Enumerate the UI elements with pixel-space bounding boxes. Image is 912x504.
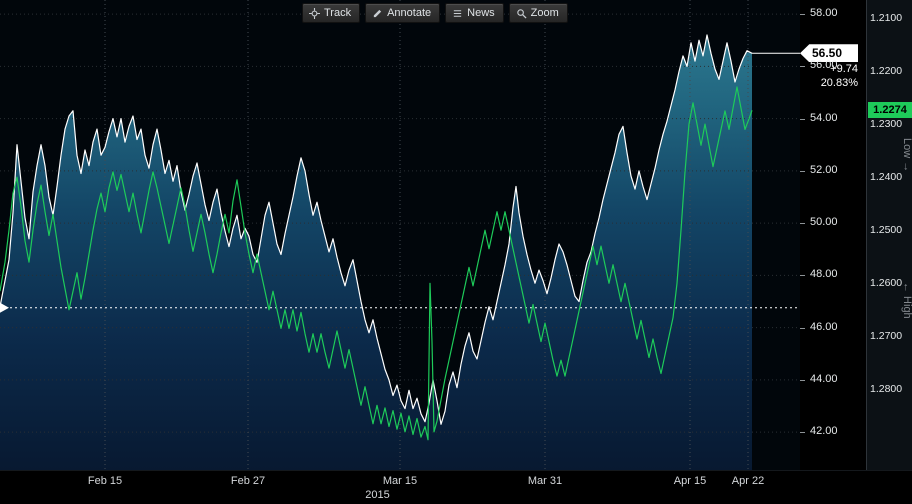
date-label: Feb 15 (87, 475, 123, 487)
date-label: Feb 27 (230, 475, 266, 487)
price-axis-tick-label: 42.00 (810, 425, 838, 438)
chart-toolbar: Track Annotate News Zoom (302, 3, 568, 23)
price-axis-tick-mark (800, 170, 805, 172)
news-icon (453, 9, 462, 17)
date-label: Apr 22 (731, 475, 765, 487)
fx-scale-axis[interactable]: 1.2274 Low → ← High 1.2100 1.2200 1.2300 1.… (866, 0, 912, 470)
zoom-button[interactable]: Zoom (508, 3, 568, 23)
price-axis-tick-mark (800, 118, 805, 120)
annotate-button-label: Annotate (387, 7, 432, 19)
price-axis-tick-label: 46.00 (810, 320, 838, 333)
fx-axis-tick-label: 1.2800 (870, 383, 903, 396)
net-change-label: +9.74 (830, 63, 858, 76)
date-label: Mar 15 (382, 475, 418, 487)
price-axis-tick-mark (800, 327, 805, 329)
fx-axis-tick-label: 1.2700 (870, 330, 903, 343)
axis-low-indicator: Low → (901, 138, 912, 173)
annotate-button[interactable]: Annotate (365, 3, 441, 23)
price-chart-svg[interactable] (0, 0, 800, 470)
track-icon (309, 7, 320, 19)
fx-axis-tick-label: 1.2400 (870, 171, 903, 184)
fx-axis-tick-label: 1.2300 (870, 118, 903, 131)
year-label: 2015 (365, 489, 390, 501)
fx-axis-tick-label: 1.2600 (870, 277, 903, 290)
track-button-label: Track (324, 7, 352, 19)
price-axis-tick-label: 56.00 (810, 59, 838, 72)
fx-axis-tick-label: 1.2200 (870, 65, 903, 78)
price-chart-plot[interactable] (0, 0, 800, 470)
price-axis-tick-mark (800, 432, 805, 434)
fx-axis-tick-label: 1.2500 (870, 224, 903, 237)
price-axis-tick-label: 48.00 (810, 268, 838, 281)
price-axis-tick-mark (800, 379, 805, 381)
axis-high-indicator: ← High (901, 282, 912, 319)
price-axis-tick-label: 54.00 (810, 111, 838, 124)
price-axis-tick-mark (800, 66, 805, 68)
date-label: Mar 31 (527, 475, 563, 487)
news-button[interactable]: News (445, 3, 504, 23)
annotate-icon (373, 9, 382, 17)
price-axis-tick-mark (800, 223, 805, 225)
price-axis-tick-label: 58.00 (810, 7, 838, 20)
price-axis-tick-label: 50.00 (810, 216, 838, 229)
pct-change-label: 20.83% (820, 77, 858, 90)
price-axis-tick-mark (800, 275, 805, 277)
price-axis-tick-label: 44.00 (810, 372, 838, 385)
zoom-button-label: Zoom (530, 7, 559, 19)
zoom-icon (516, 8, 527, 19)
fx-axis-tick-label: 1.2100 (870, 12, 903, 25)
price-axis-tick-label: 52.00 (810, 163, 838, 176)
price-scale-axis[interactable]: 56.50 +9.74 20.83% 58.00 56.00 54.00 52.00 5… (800, 0, 866, 470)
fx-price-tag: 1.2274 (868, 102, 912, 119)
price-axis-tick-mark (800, 14, 805, 16)
track-button[interactable]: Track (302, 3, 361, 23)
news-button-label: News (467, 7, 495, 19)
last-price-tag: 56.50 (800, 44, 858, 63)
date-axis: 2015 Feb 15 Feb 27 Mar 15 Mar 31 Apr 15 Apr 2… (0, 470, 912, 504)
date-label: Apr 15 (673, 475, 707, 487)
